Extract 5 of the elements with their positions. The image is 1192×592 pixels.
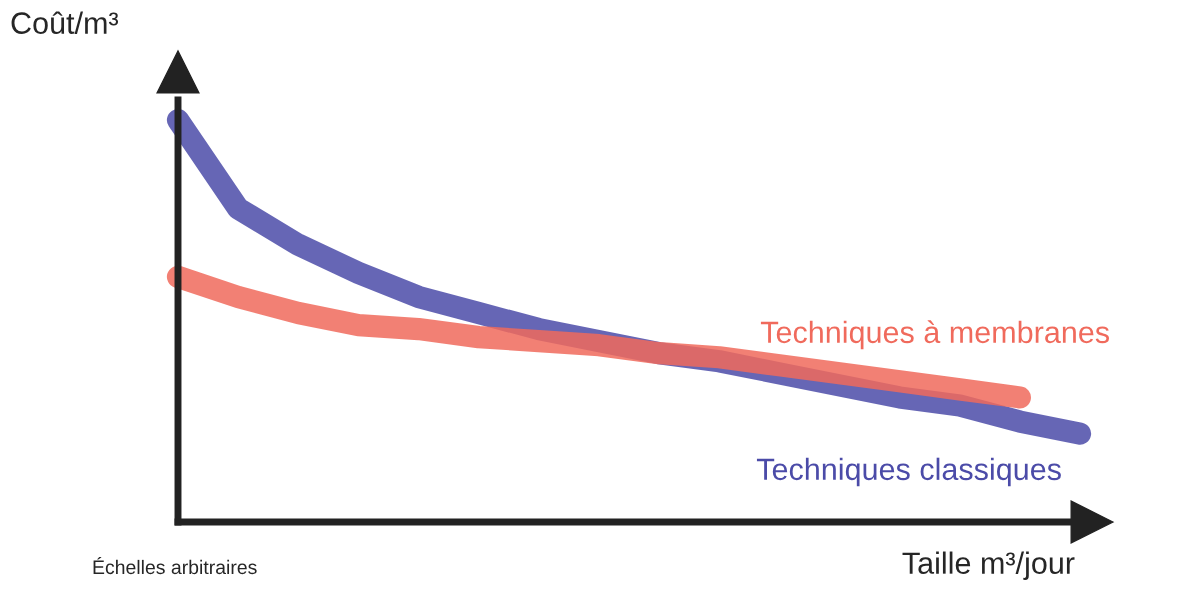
series-label: Techniques à membranes: [760, 320, 1109, 350]
y-axis-title: Coût/m³: [11, 11, 119, 34]
x-axis-title: Taille m³/jour: [902, 551, 1075, 580]
text: Échelles arbitraires: [93, 557, 257, 575]
series-label: Techniques classiques: [756, 457, 1061, 487]
